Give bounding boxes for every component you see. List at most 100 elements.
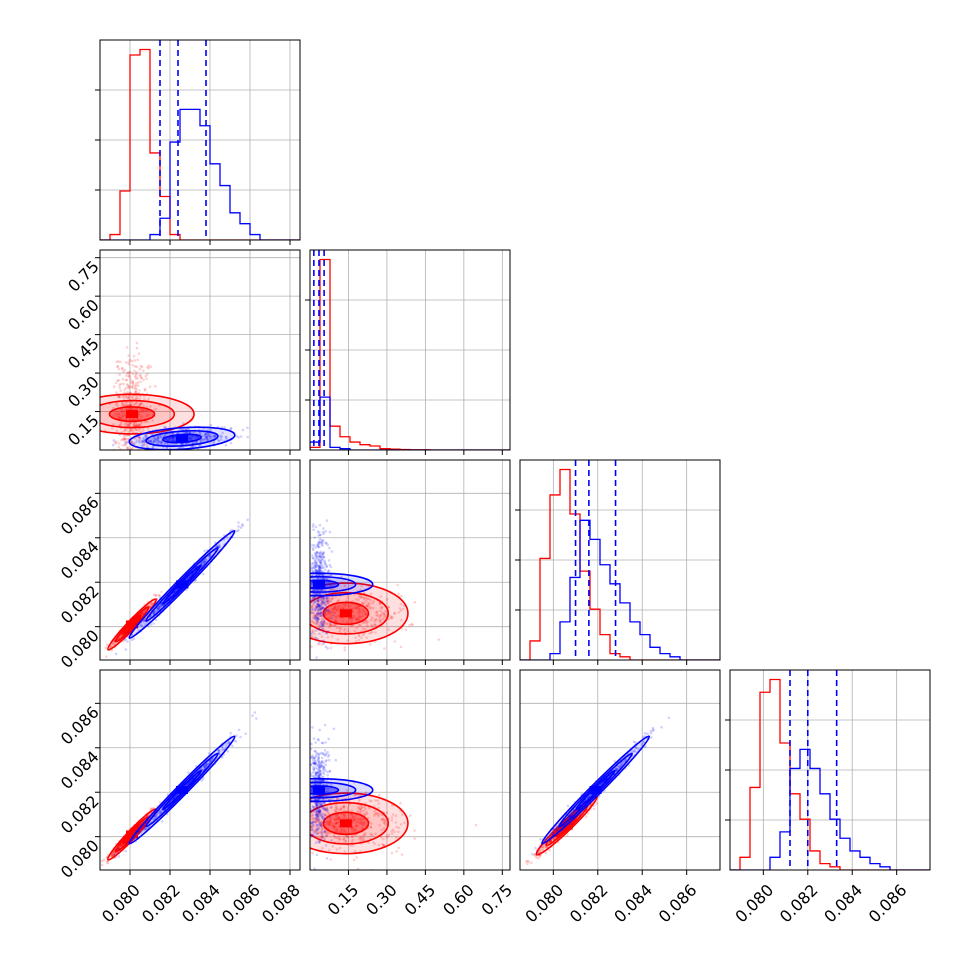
scatter-point (126, 371, 129, 375)
scatter-point (321, 596, 325, 599)
scatter-point (313, 596, 317, 600)
scatter-point (128, 358, 132, 362)
scatter-point (397, 846, 400, 850)
scatter-point (322, 606, 325, 610)
scatter-point (335, 807, 339, 811)
scatter-point (333, 607, 336, 610)
panel-frame (519, 459, 721, 661)
scatter-point (354, 617, 357, 620)
scatter-point (136, 424, 139, 427)
scatter-point (310, 822, 313, 825)
scatter-point (357, 805, 360, 809)
scatter-point (136, 358, 139, 362)
scatter-point (335, 828, 338, 832)
scatter-point (135, 440, 138, 444)
scatter-point (139, 373, 142, 377)
scatter-point (360, 611, 364, 614)
scatter-point (129, 381, 132, 384)
scatter-point (119, 389, 122, 392)
scatter-point (319, 830, 323, 834)
scatter-point (130, 441, 134, 444)
scatter-point (109, 645, 112, 648)
scatter-point (322, 596, 326, 599)
density-peak-red (126, 830, 138, 839)
scatter-point (318, 555, 322, 558)
scatter-point (322, 566, 325, 569)
scatter-point (192, 431, 196, 435)
scatter-point (208, 554, 212, 557)
scatter-point (322, 596, 325, 600)
scatter-point (218, 543, 221, 547)
scatter-point (323, 562, 327, 565)
scatter-point (327, 758, 331, 762)
scatter-point (160, 590, 163, 594)
scatter-point (390, 816, 394, 819)
scatter-point (328, 623, 332, 626)
scatter-point (132, 442, 135, 446)
scatter-point (191, 445, 195, 448)
scatter-point (110, 854, 114, 857)
scatter-point (225, 437, 229, 441)
scatter-point (360, 601, 364, 605)
scatter-point (320, 566, 324, 570)
scatter-point (301, 843, 304, 846)
scatter-point (315, 622, 318, 626)
scatter-point (121, 438, 124, 441)
x-tick-label: 0.080 (98, 880, 144, 926)
scatter-point (328, 823, 332, 827)
scatter-point (363, 612, 367, 615)
scatter-point (357, 614, 361, 617)
scatter-point (202, 434, 206, 437)
scatter-point (114, 442, 118, 445)
scatter-point (112, 852, 115, 855)
scatter-point (330, 805, 333, 809)
scatter-point (312, 808, 315, 811)
scatter-point (342, 805, 346, 809)
scatter-point (321, 539, 325, 542)
scatter-point (358, 817, 362, 821)
scatter-point (316, 812, 320, 815)
scatter-point (141, 439, 144, 443)
scatter-point (203, 767, 206, 770)
scatter-point (333, 818, 336, 821)
scatter-point (374, 832, 377, 836)
scatter-point (316, 814, 320, 817)
scatter-point (327, 812, 331, 815)
scatter-point (310, 808, 313, 811)
scatter-point (313, 830, 317, 833)
scatter-point (325, 631, 328, 634)
scatter-point (137, 440, 141, 443)
scatter-point (152, 612, 155, 615)
scatter-point (152, 611, 156, 615)
scatter-point (323, 603, 327, 606)
scatter-point (357, 800, 361, 803)
scatter-point (168, 439, 172, 442)
scatter-point (337, 816, 340, 819)
scatter-point (313, 830, 316, 834)
scatter-point (378, 602, 382, 605)
scatter-point (306, 834, 309, 837)
scatter-point (337, 607, 341, 610)
scatter-point (344, 839, 348, 843)
scatter-point (130, 486, 133, 489)
density-peak-blue (312, 580, 325, 589)
scatter-point (351, 814, 355, 817)
y-tick-label: 0.60 (64, 295, 103, 334)
scatter-point (310, 788, 313, 791)
scatter-point (244, 732, 247, 736)
scatter-point (157, 606, 160, 609)
scatter-point (149, 440, 153, 443)
scatter-point (143, 398, 146, 401)
scatter-point (331, 824, 335, 827)
scatter-point (320, 614, 323, 618)
scatter-point (203, 559, 206, 563)
scatter-point (357, 639, 361, 642)
scatter-point (364, 600, 368, 603)
scatter-point (365, 812, 369, 816)
scatter-point (307, 761, 310, 764)
scatter-point (173, 436, 176, 440)
scatter-point (115, 360, 118, 364)
scatter-point (351, 830, 354, 834)
scatter-point (112, 642, 116, 646)
panel-1-1 (305, 249, 511, 455)
